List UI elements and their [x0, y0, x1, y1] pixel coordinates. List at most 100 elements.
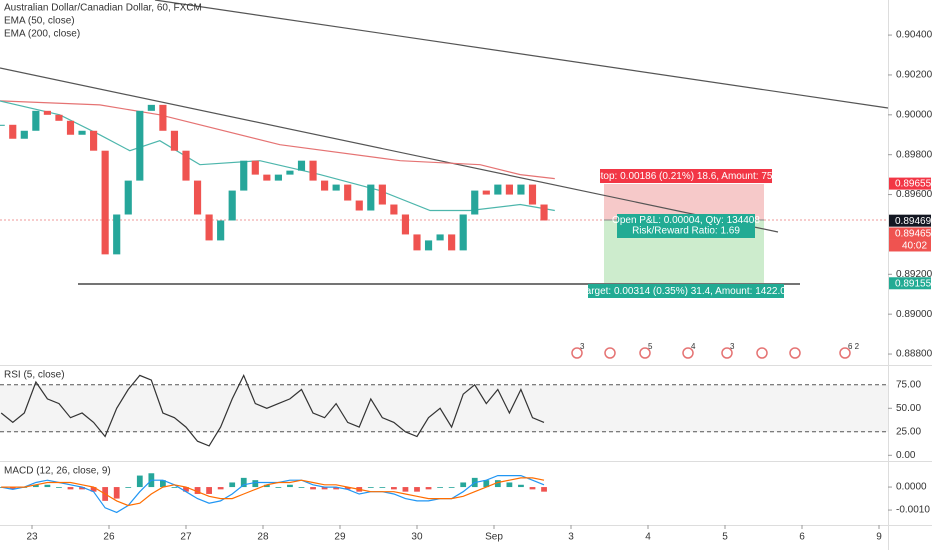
candle — [0, 124, 5, 126]
candle — [263, 174, 271, 181]
macd-histogram-bar — [402, 487, 409, 492]
macd-histogram-bar — [136, 475, 143, 488]
price-label-bg — [889, 227, 931, 240]
pnl-label: Open P&L: 0.00004, Qty: 134408 — [612, 215, 760, 226]
macd-histogram-bar — [125, 487, 132, 488]
event-icon — [604, 347, 616, 359]
price-label-bg — [889, 214, 931, 227]
macd-histogram-bar — [160, 480, 166, 488]
event-count: 3 — [580, 342, 585, 351]
candle — [182, 150, 190, 181]
macd-histogram-bar — [483, 480, 490, 488]
candle — [43, 110, 51, 115]
candle — [32, 110, 40, 131]
rsi-line — [0, 373, 545, 447]
y-tick-label: 0.89800 — [896, 149, 932, 160]
y-tick-label: 0.90000 — [896, 109, 932, 120]
y-tick-label: 0.89200 — [896, 269, 932, 280]
candle — [101, 150, 109, 255]
macd-histogram-bar — [217, 487, 224, 490]
candle — [424, 240, 433, 251]
candle — [494, 184, 502, 195]
candle — [344, 184, 352, 201]
candle — [170, 130, 179, 151]
macd-histogram-bar — [425, 487, 432, 490]
macd-histogram-bar — [379, 487, 386, 488]
macd-histogram-bar — [298, 487, 305, 488]
y-tick-label: 0.90200 — [896, 70, 932, 81]
candle — [413, 234, 421, 251]
candle — [517, 184, 525, 195]
x-tick-label: 4 — [645, 532, 651, 543]
macd-histogram-bar — [287, 484, 293, 488]
candle — [448, 234, 456, 251]
candle — [390, 204, 398, 215]
macd-histogram-bar — [367, 487, 374, 488]
x-tick-label: 29 — [334, 532, 346, 543]
candle — [482, 190, 490, 195]
event-icon — [839, 347, 851, 359]
rsi-tick-label: 0.00 — [896, 450, 916, 461]
rsi-title: RSI (5, close) — [4, 370, 65, 381]
candle — [159, 104, 167, 131]
x-tick-label: 23 — [26, 532, 38, 543]
macd-histogram-bar — [414, 487, 420, 492]
ema-line — [0, 100, 555, 212]
macd-histogram-bar — [494, 480, 501, 488]
macd-tick-label: -0.0010 — [896, 505, 930, 516]
candle — [217, 220, 225, 241]
candle — [205, 214, 213, 241]
candle — [332, 184, 340, 191]
price-label: 0.89155 — [895, 278, 932, 289]
candle — [309, 160, 317, 181]
candle — [286, 170, 294, 175]
candle — [471, 190, 479, 215]
macd-histogram-bar — [263, 484, 270, 488]
macd-histogram-bar — [56, 487, 62, 488]
macd-histogram-bar — [171, 487, 178, 488]
candle — [240, 160, 248, 191]
macd-histogram-bar — [183, 487, 189, 492]
macd-histogram-bar — [113, 487, 120, 499]
candle — [321, 180, 329, 191]
event-icon — [571, 347, 583, 359]
candle — [505, 184, 513, 195]
y-tick-label: 0.89600 — [896, 189, 932, 200]
rsi-band — [0, 385, 888, 432]
macd-histogram-bar — [229, 482, 236, 488]
price-label-bg — [889, 177, 931, 190]
macd-histogram-bar — [321, 487, 328, 490]
macd-histogram-bar — [240, 477, 247, 488]
rsi-tick-label: 50.00 — [896, 403, 921, 414]
macd-histogram-bar — [437, 487, 443, 488]
price-label: 0.89465 — [895, 229, 932, 240]
candle — [193, 180, 202, 215]
macd-tick-label: 0.0000 — [896, 482, 927, 493]
macd-histogram-bar — [32, 484, 39, 488]
x-tick-label: 28 — [257, 532, 269, 543]
candle — [378, 184, 386, 205]
candle — [528, 184, 537, 205]
candle — [367, 184, 375, 211]
candle — [401, 214, 410, 235]
ratio-label: Risk/Reward Ratio: 1.69 — [632, 226, 740, 237]
macd-histogram-bar — [529, 487, 536, 490]
event-count: 6 2 — [848, 342, 860, 351]
countdown-bg — [889, 239, 931, 252]
event-icon — [789, 347, 801, 359]
target-label-bg — [588, 284, 784, 298]
stop-label-bg — [600, 169, 772, 183]
event-icon — [721, 347, 733, 359]
candle — [355, 200, 363, 211]
macd-histogram-bar — [518, 484, 524, 488]
candle — [20, 130, 28, 139]
y-tick-label: 0.89000 — [896, 309, 932, 320]
stop-label: Stop: 0.00186 (0.21%) 18.6, Amount: 750 — [594, 171, 778, 182]
event-count: 3 — [730, 342, 735, 351]
event-count: 5 — [648, 342, 653, 351]
macd-histogram-bar — [79, 487, 85, 490]
x-tick-label: 9 — [876, 532, 882, 543]
chart-title: Australian Dollar/Canadian Dollar, 60, F… — [4, 3, 202, 14]
candle — [147, 104, 155, 111]
